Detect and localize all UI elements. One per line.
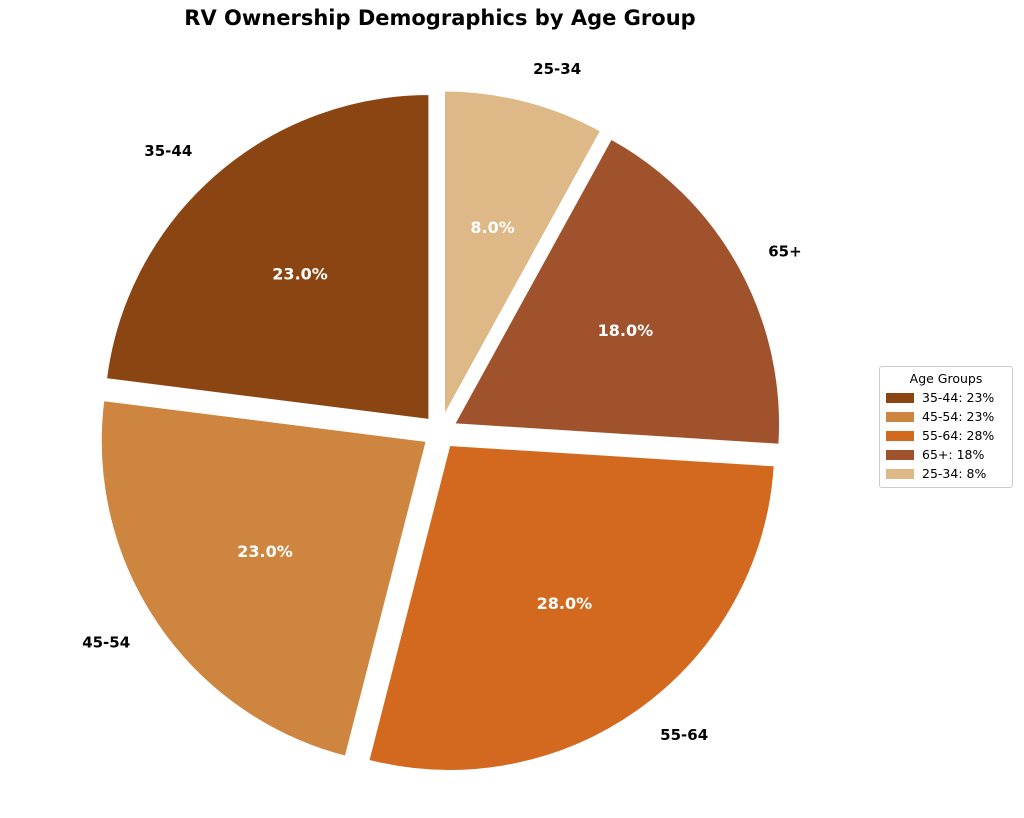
slice-label: 25-34 (533, 60, 581, 78)
slice-label: 65+ (768, 243, 801, 261)
legend-entry: 25-34: 8% (880, 464, 1012, 483)
legend-entry: 65+: 18% (880, 445, 1012, 464)
legend-entry: 55-64: 28% (880, 426, 1012, 445)
pie-slice-25-34 (442, 89, 603, 417)
chart-title: RV Ownership Demographics by Age Group (184, 6, 696, 30)
legend-entry: 45-54: 23% (880, 407, 1012, 426)
slice-label: 55-64 (660, 726, 708, 744)
legend-swatch (886, 430, 914, 441)
legend-label: 45-54: 23% (922, 409, 995, 424)
percent-label: 28.0% (537, 594, 593, 613)
slice-label: 45-54 (82, 634, 130, 652)
percent-label: 23.0% (272, 264, 328, 283)
pie-slice-45-54 (99, 399, 429, 758)
legend-label: 55-64: 28% (922, 428, 995, 443)
legend-entry: 35-44: 23% (880, 388, 1012, 407)
legend-label: 35-44: 23% (922, 390, 995, 405)
percent-label: 8.0% (470, 218, 514, 237)
legend-label: 25-34: 8% (922, 466, 987, 481)
percent-label: 18.0% (598, 321, 654, 340)
legend: Age Groups 35-44: 23% 45-54: 23% 55-64: 28… (879, 366, 1013, 488)
pie-slice-65+ (452, 137, 781, 446)
legend-swatch (886, 411, 914, 422)
percent-label: 23.0% (237, 542, 293, 561)
legend-title: Age Groups (909, 371, 983, 386)
slice-label: 35-44 (144, 142, 192, 160)
legend-label: 65+: 18% (922, 447, 985, 462)
pie-slice-35-44 (104, 92, 431, 422)
legend-swatch (886, 392, 914, 403)
legend-swatch (886, 449, 914, 460)
legend-swatch (886, 468, 914, 479)
pie-slice-55-64 (367, 443, 776, 772)
pie-chart: 35-44 23.0% 45-54 23.0% 55-64 28.0% 65+ 18.0% 25… (82, 60, 802, 772)
